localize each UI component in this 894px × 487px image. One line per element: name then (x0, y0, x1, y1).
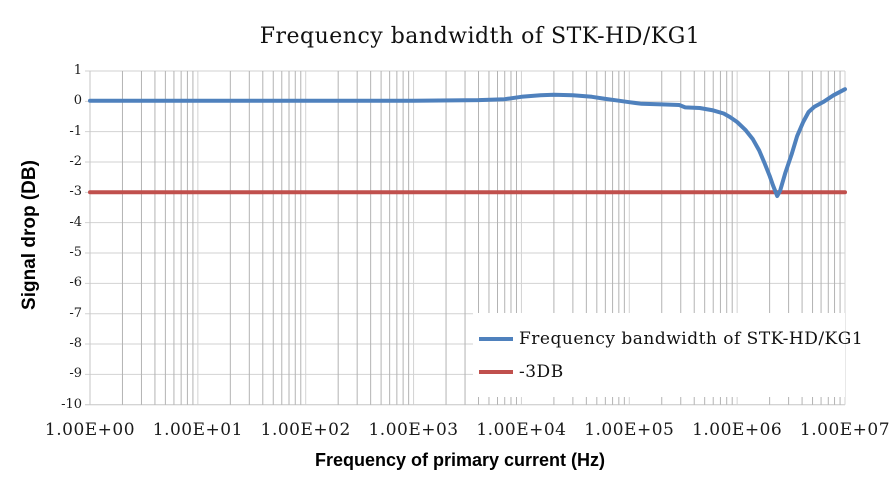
legend-line-sample-red (479, 369, 513, 374)
chart-title: Frequency bandwidth of STK-HD/KG1 (259, 24, 701, 49)
series-line-bandwidth (88, 87, 847, 198)
y-tick-label: -2 (69, 154, 82, 169)
y-tick-label: -4 (69, 214, 82, 230)
x-tick-label: 1.00E+05 (584, 420, 675, 440)
x-tick-label: 1.00E+03 (368, 420, 459, 440)
x-tick-label: 1.00E+06 (692, 420, 783, 440)
y-tick-label: -7 (69, 305, 82, 321)
legend-label-3db: -3DB (519, 361, 564, 382)
y-tick-label: -6 (69, 275, 82, 291)
legend-item-3db: -3DB (473, 362, 845, 382)
y-tick-label: -1 (69, 123, 82, 139)
y-tick-label: -9 (69, 366, 82, 382)
legend-item-bandwidth: Frequency bandwidth of STK-HD/KG1 (473, 329, 863, 349)
y-tick-label: -5 (69, 245, 82, 261)
x-tick-label: 1.00E+07 (799, 420, 891, 440)
y-tick-label: -10 (61, 396, 82, 412)
x-tick-label: 1.00E+02 (260, 420, 351, 440)
y-tick-label: 1 (73, 63, 82, 78)
x-tick-label: 1.00E+00 (44, 420, 136, 440)
y-tick-label: 0 (73, 93, 82, 109)
legend-line-sample-blue (479, 336, 513, 341)
legend: Frequency bandwidth of STK-HD/KG1 -3DB (473, 313, 863, 397)
legend-label-bandwidth: Frequency bandwidth of STK-HD/KG1 (519, 328, 864, 349)
x-tick-label: 1.00E+04 (476, 420, 567, 440)
x-axis-title: Frequency of primary current (Hz) (314, 450, 606, 470)
x-tick-label: 1.00E+01 (152, 420, 243, 440)
y-tick-label: -8 (69, 336, 82, 352)
y-tick-label: -3 (69, 184, 82, 200)
